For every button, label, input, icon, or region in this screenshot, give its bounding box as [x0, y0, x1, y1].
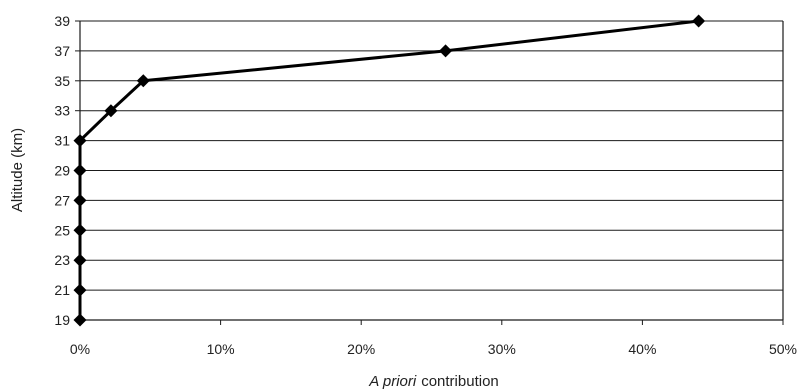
axes	[75, 20, 784, 325]
data-point-marker	[73, 223, 87, 237]
y-tick-label: 19	[54, 312, 70, 328]
x-tick-label: 10%	[207, 341, 235, 357]
y-tick-label: 37	[54, 43, 70, 59]
y-tick-labels: 19 21 23 25 27 29 31 33 35 37 39	[54, 13, 70, 328]
x-tick-label: 40%	[628, 341, 656, 357]
data-point-marker	[136, 74, 150, 88]
data-point-marker	[73, 134, 87, 148]
y-tick-label: 39	[54, 13, 70, 29]
y-tick-label: 25	[54, 222, 70, 238]
x-tick-label: 0%	[70, 341, 90, 357]
grid-lines	[80, 20, 783, 321]
series	[73, 14, 706, 327]
y-axis-title: Altitude (km)	[9, 128, 26, 212]
y-tick-label: 23	[54, 252, 70, 268]
x-tick-label: 20%	[347, 341, 375, 357]
data-point-marker	[692, 14, 706, 28]
data-point-marker	[73, 253, 87, 267]
y-tick-label: 21	[54, 282, 70, 298]
x-tick-label: 30%	[488, 341, 516, 357]
y-tick-label: 31	[54, 133, 70, 149]
data-point-marker	[104, 104, 118, 118]
y-tick-label: 35	[54, 73, 70, 89]
data-point-marker	[73, 164, 87, 177]
data-point-marker	[73, 193, 87, 207]
x-tick-labels: 0% 10% 20% 30% 40% 50%	[70, 341, 797, 357]
x-axis-title: A priori contribution	[368, 373, 499, 390]
x-tick-label: 50%	[769, 341, 797, 357]
y-tick-label: 27	[54, 192, 70, 208]
data-point-marker	[439, 44, 453, 58]
data-point-marker	[73, 313, 87, 327]
x-axis-title-italic: A priori	[368, 373, 417, 390]
y-tick-label: 33	[54, 103, 70, 119]
y-tick-label: 29	[54, 163, 70, 179]
data-point-marker	[73, 283, 87, 297]
x-axis-title-rest: contribution	[421, 373, 499, 390]
